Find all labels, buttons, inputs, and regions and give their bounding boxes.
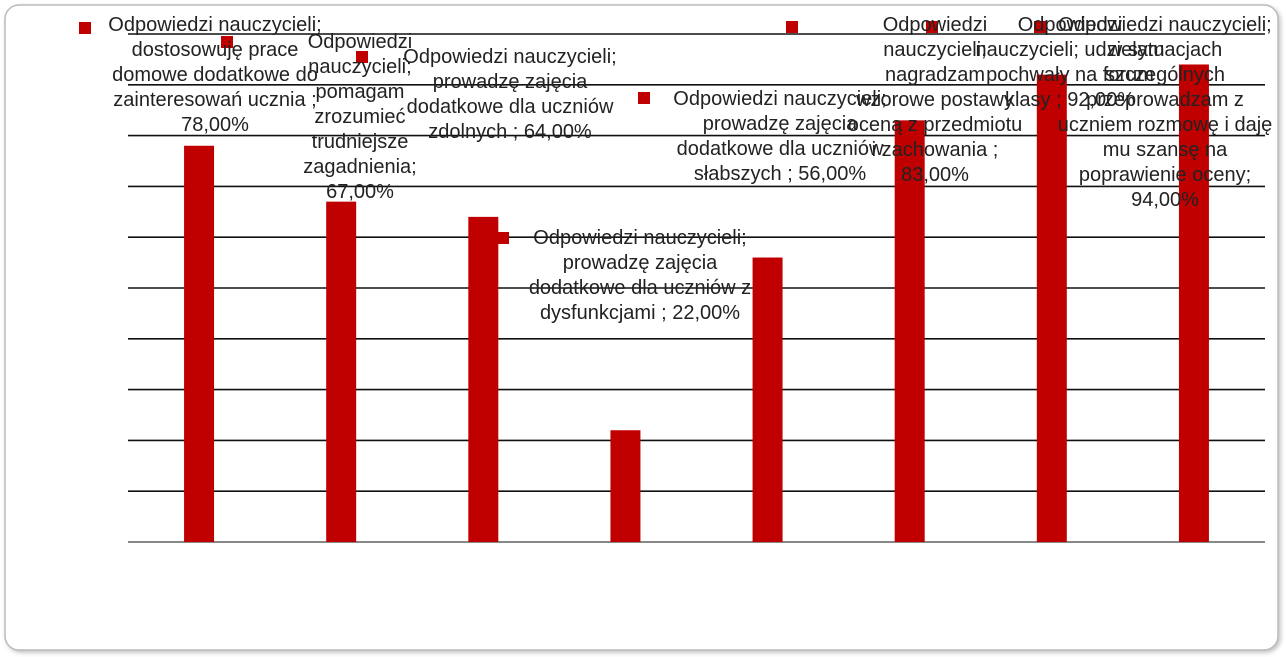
label-key	[356, 51, 368, 63]
label-key	[79, 22, 91, 34]
bar	[184, 145, 215, 542]
bar	[894, 120, 925, 543]
bar	[752, 257, 783, 542]
chart-frame	[4, 4, 1279, 651]
label-key	[926, 21, 938, 33]
data-label: Odpowiedzi nauczycieli; udzielam pochwał…	[975, 14, 1165, 111]
data-label: Odpowiedzi nauczycieli; prowadzę zajęcia…	[403, 46, 617, 143]
label-key	[1034, 21, 1046, 33]
data-label: Odpowiedzi nauczycieli; pomagam zrozumie…	[303, 31, 417, 203]
bar	[326, 201, 357, 542]
data-label: Odpowiedzi nauczycieli; w sytuacjach szc…	[1057, 14, 1273, 211]
bar	[610, 430, 641, 542]
label-key	[786, 21, 798, 33]
bar	[1178, 64, 1209, 542]
bar	[1036, 74, 1067, 542]
data-label: Odpowiedzi nauczycieli; prowadzę zajęcia…	[528, 227, 752, 324]
data-label: Odpowiedzi nauczycieli; dostosowuję prac…	[108, 14, 322, 136]
label-key	[497, 232, 509, 244]
label-key	[638, 92, 650, 104]
label-key	[221, 36, 233, 48]
data-label: Odpowiedzi nauczycieli; nagradzam wzorow…	[847, 14, 1023, 186]
bar	[468, 216, 499, 542]
data-label: Odpowiedzi nauczycieli; prowadzę zajęcia…	[673, 88, 887, 185]
